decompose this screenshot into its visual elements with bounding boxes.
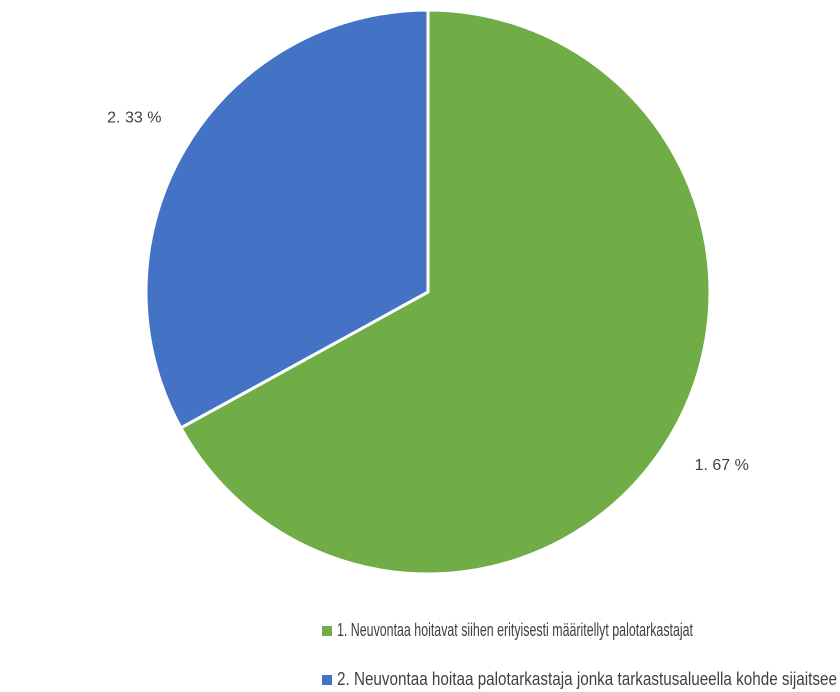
legend-text: 1. Neuvontaa hoitavat siihen erityisesti… (337, 620, 693, 640)
legend-swatch (322, 626, 332, 636)
data-label: 2. 33 % (107, 110, 161, 127)
legend-swatch (322, 675, 332, 685)
pie-slice (178, 8, 712, 576)
data-label: 1. 67 % (695, 457, 749, 474)
pie-slice (144, 8, 430, 430)
legend-text: 2. Neuvontaa hoitaa palotarkastaja jonka… (337, 669, 837, 689)
